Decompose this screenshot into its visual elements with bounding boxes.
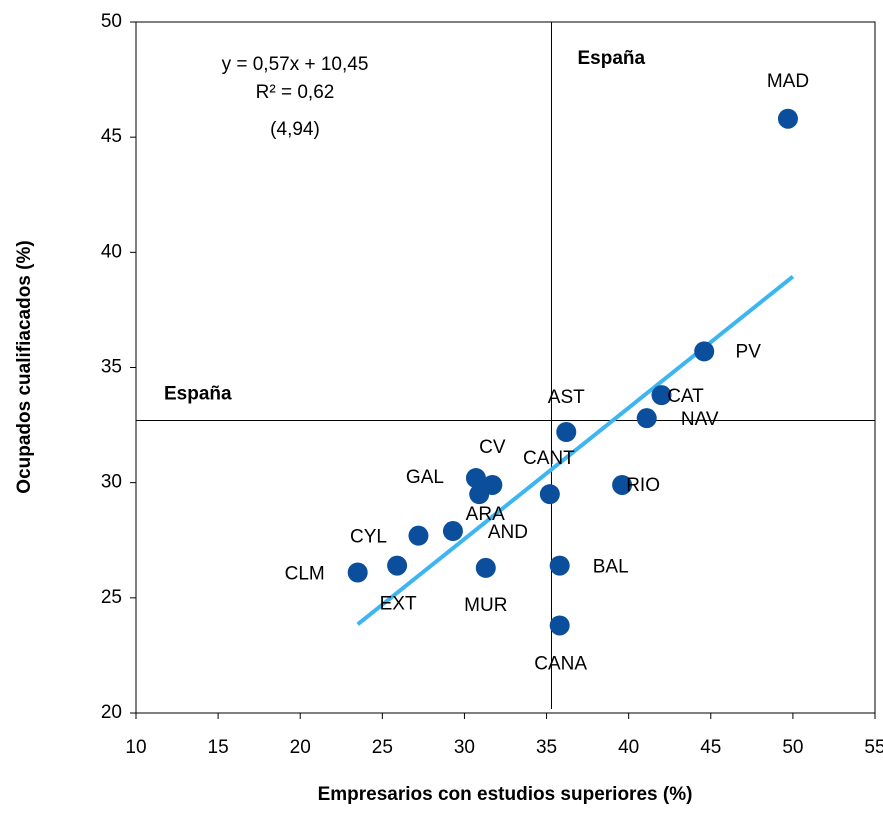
point [539, 484, 560, 505]
x-tick-label: 20 [290, 737, 311, 758]
point [549, 555, 570, 576]
point-label: GAL [406, 467, 444, 488]
point-label: CAT [667, 386, 704, 407]
y-tick-label: 20 [101, 702, 122, 723]
point-label: CANT [523, 448, 575, 469]
point-label: CANA [534, 653, 587, 674]
point [475, 557, 496, 578]
point-label: EXT [380, 594, 417, 615]
annotation: (4,94) [270, 119, 320, 140]
point [612, 474, 633, 495]
point-label: RIO [626, 475, 660, 496]
x-tick-label: 25 [372, 737, 393, 758]
x-tick-label: 55 [864, 737, 883, 758]
y-tick-label: 30 [101, 472, 122, 493]
x-tick-label: 10 [125, 737, 146, 758]
trendline [356, 274, 795, 626]
point-label: ARA [466, 504, 505, 525]
point [408, 525, 429, 546]
point-label: AND [488, 522, 528, 543]
reference-label: España [164, 383, 232, 404]
x-tick-label: 15 [208, 737, 229, 758]
point [777, 108, 798, 129]
equation: y = 0,57x + 10,45 [222, 54, 369, 75]
point-label: NAV [681, 409, 719, 430]
point [469, 484, 490, 505]
x-axis-title: Empresarios con estudios superiores (%) [318, 784, 693, 805]
point [465, 468, 486, 489]
point [636, 408, 657, 429]
point-label: CV [479, 437, 506, 458]
point-label: PV [736, 341, 762, 362]
point-label: MUR [464, 595, 507, 616]
x-tick-label: 45 [700, 737, 721, 758]
r-squared: R² = 0,62 [256, 82, 335, 103]
x-tick-label: 30 [454, 737, 475, 758]
point-label: CLM [285, 564, 325, 585]
point-label: AST [548, 387, 585, 408]
y-tick-label: 50 [101, 11, 122, 32]
reference-label: España [577, 48, 645, 69]
y-tick-label: 35 [101, 357, 122, 378]
point-label: CYL [350, 527, 387, 548]
y-axis-title: Ocupados cualifiacados (%) [14, 240, 35, 493]
y-tick-label: 25 [101, 587, 122, 608]
point [651, 385, 672, 406]
point [556, 421, 577, 442]
x-tick-label: 50 [782, 737, 803, 758]
point-label: BAL [593, 557, 629, 578]
point [387, 555, 408, 576]
x-tick-label: 35 [536, 737, 557, 758]
y-tick-label: 45 [101, 126, 122, 147]
point [347, 562, 368, 583]
point [442, 521, 463, 542]
y-tick-label: 40 [101, 241, 122, 262]
point [694, 341, 715, 362]
point-label: MAD [767, 71, 809, 92]
x-tick-label: 40 [618, 737, 639, 758]
point [549, 615, 570, 636]
